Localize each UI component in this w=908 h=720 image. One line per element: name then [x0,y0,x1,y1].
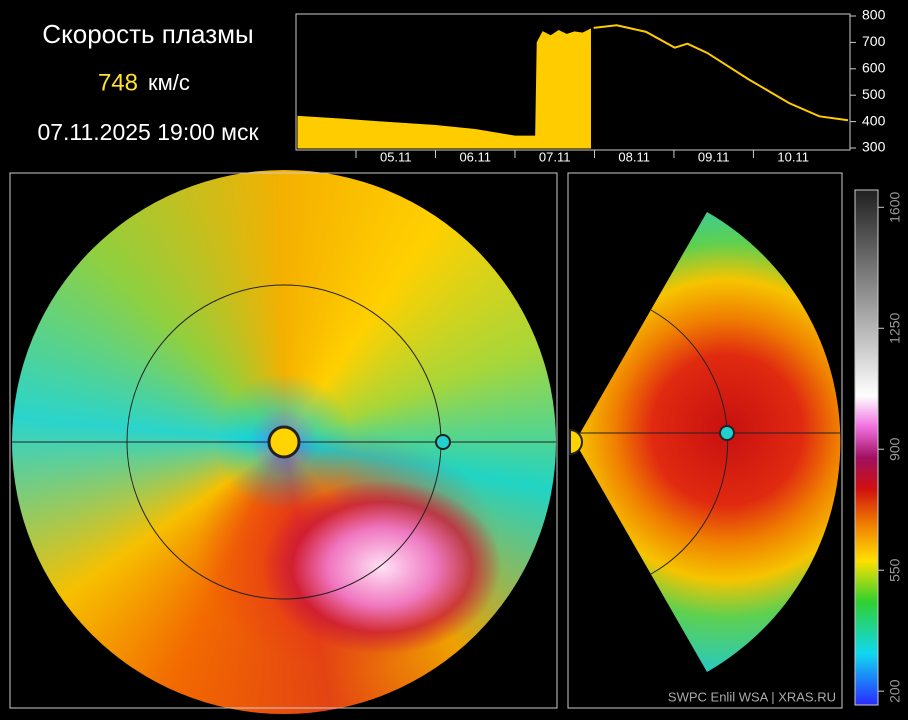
x-tick-label: 10.11 [777,149,809,164]
speed-chart-frame [295,13,851,151]
map-frame [9,172,558,709]
earth-orbit-arc [650,309,729,575]
meridian-map [575,212,841,672]
datetime: 07.11.2025 19:00 мск [37,119,259,145]
speed-unit: км/с [148,70,190,95]
x-tick-label: 06.11 [459,149,491,164]
colorbar-tick-label: 200 [887,679,903,703]
y-tick-label: 500 [862,86,886,102]
colorbar-tick-label: 550 [887,558,903,582]
x-tick-label: 08.11 [618,149,650,164]
colorbar-tick-label: 1250 [887,312,903,343]
title: Скорость плазмы [42,19,253,49]
x-tick-label: 07.11 [539,149,571,164]
y-tick-label: 700 [862,33,886,49]
credit: SWPC Enlil WSA | XRAS.RU [668,689,836,704]
sun [569,428,583,456]
colorbar [854,189,879,706]
speed-area [297,28,591,149]
colorbar-tick-label: 900 [887,437,903,461]
x-tick-label: 05.11 [380,149,412,164]
y-tick-label: 800 [862,7,886,23]
earth [435,434,451,450]
speed-value: 748 [98,69,138,96]
meridian-frame [567,172,843,709]
colorbar-tick-label: 1600 [887,192,903,223]
y-tick-label: 600 [862,60,886,76]
speed-line [593,24,849,122]
sun [267,425,301,459]
y-tick-label: 300 [862,139,886,155]
y-tick-label: 400 [862,112,886,128]
earth [719,425,735,441]
x-tick-label: 09.11 [698,149,730,164]
